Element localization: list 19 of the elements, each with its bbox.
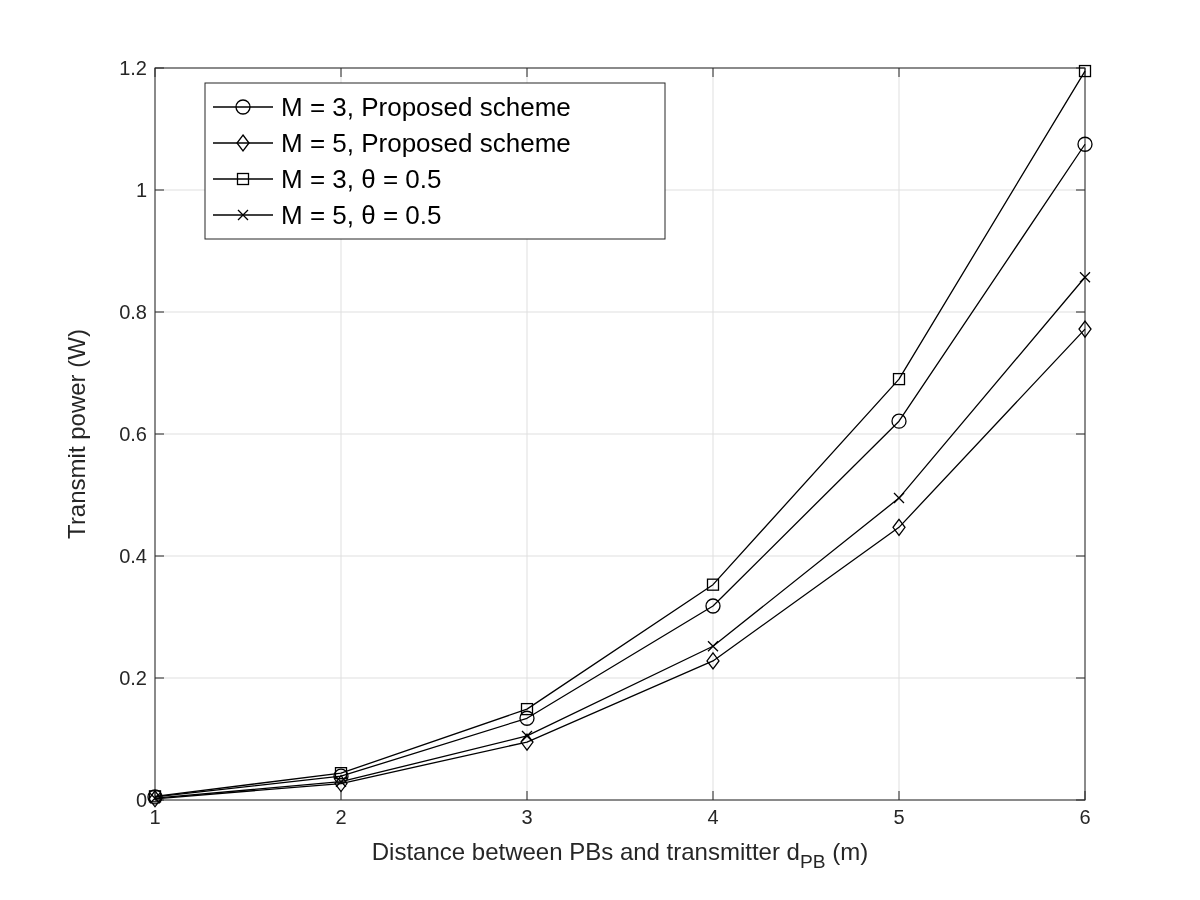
legend-label: M = 3, Proposed scheme [281, 92, 571, 122]
x-axis-title: Distance between PBs and transmitter d$_{PB}$ (m) [371, 838, 869, 872]
y-tick-label: 0.4 [119, 545, 147, 567]
legend-label: M = 3, θ = 0.5 [281, 164, 442, 194]
x-tick-label: 6 [1079, 806, 1091, 828]
legend-label: M = 5, θ = 0.5 [281, 200, 442, 230]
x-tick-label: 5 [893, 806, 905, 828]
legend-label: M = 5, Proposed scheme [281, 128, 571, 158]
y-axis-title: Transmit power (W) [63, 329, 90, 539]
x-tick-label: 4 [707, 806, 719, 828]
y-tick-label: 1.2 [119, 57, 147, 79]
y-tick-label: 0.2 [119, 667, 147, 689]
y-tick-label: 0.8 [119, 301, 147, 323]
y-tick-label: 1 [135, 179, 147, 201]
y-tick-label: 0 [135, 789, 147, 811]
y-tick-label: 0.6 [119, 423, 147, 445]
x-tick-label: 3 [521, 806, 533, 828]
x-tick-label: 2 [335, 806, 347, 828]
x-tick-label: 1 [149, 806, 161, 828]
